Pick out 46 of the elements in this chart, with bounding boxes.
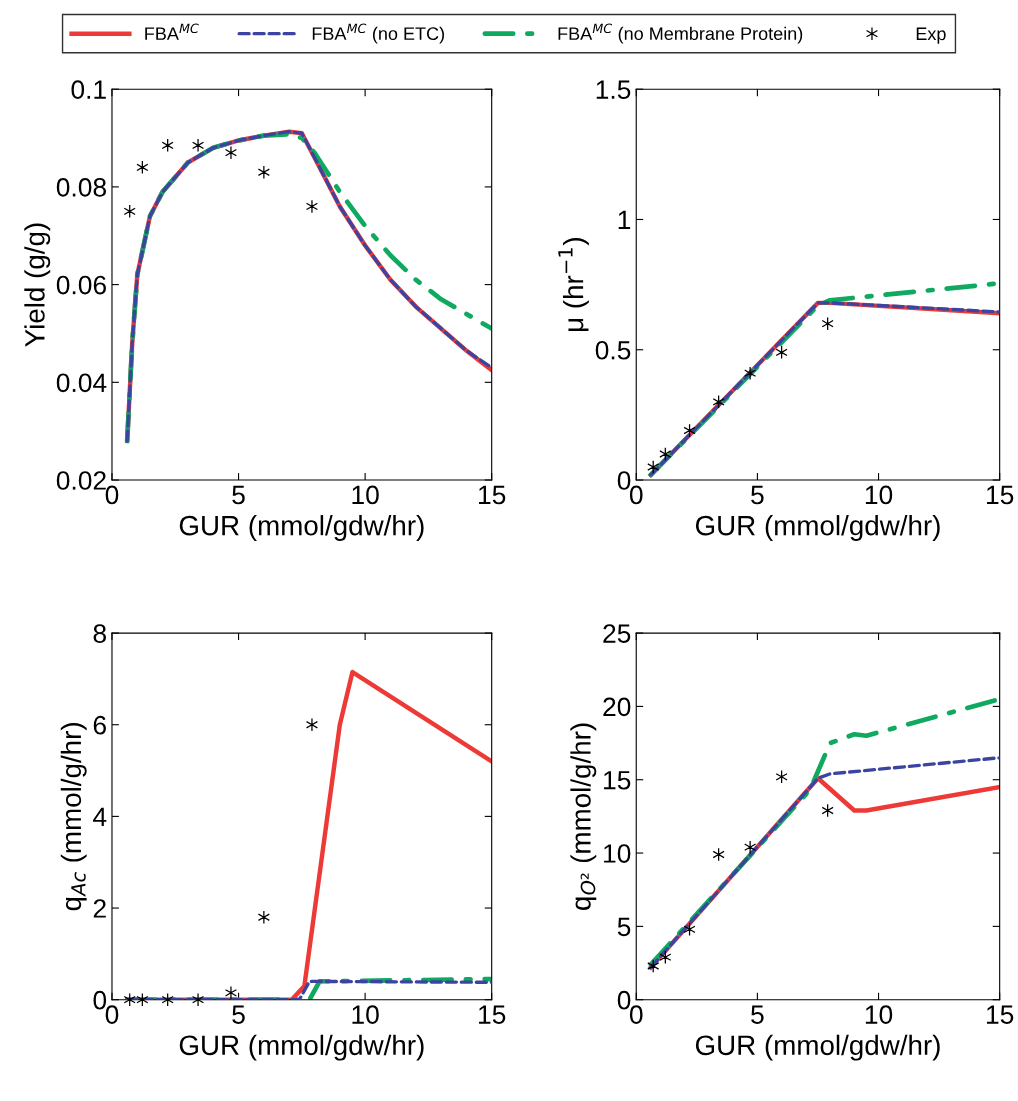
x-tick-label: 15 xyxy=(479,485,506,505)
y-tick-label: 0.5 xyxy=(595,340,631,360)
y-tick-label: 0.04 xyxy=(56,373,107,393)
y-axis-title: q$_{O²}$ (mmol/g/hr) xyxy=(570,723,597,910)
y-tick-label: 10 xyxy=(604,844,631,863)
x-tick-label: 15 xyxy=(987,1005,1014,1024)
y-tick-label: 2 xyxy=(93,899,106,918)
x-tick-label: 15 xyxy=(987,485,1014,505)
x-tick-label: 10 xyxy=(865,1005,893,1024)
x-axis-title: GUR (mmol/gdw/hr) xyxy=(179,515,424,541)
y-tick-label: 5 xyxy=(617,917,631,937)
y-tick-label: 0.08 xyxy=(56,178,106,197)
y-tick-label: 4 xyxy=(93,807,107,826)
y-tick-label: 0.1 xyxy=(71,80,106,99)
x-tick-label: 0 xyxy=(105,1005,119,1024)
legend-label: FBA$^{MC}$ (no ETC) xyxy=(312,23,444,44)
x-tick-label: 5 xyxy=(232,1005,245,1024)
y-tick-label: 6 xyxy=(93,715,106,735)
x-axis-title: GUR (mmol/gdw/hr) xyxy=(179,1034,424,1061)
y-axis-title: μ (hr$^{−1}$) xyxy=(558,238,589,332)
x-tick-label: 10 xyxy=(352,1005,379,1024)
y-tick-label: 15 xyxy=(604,771,631,790)
y-tick-label: 0 xyxy=(617,990,631,1010)
x-tick-label: 5 xyxy=(751,485,764,505)
y-tick-label: 20 xyxy=(603,697,631,717)
y-tick-label: 0 xyxy=(93,990,107,1010)
y-tick-label: 0 xyxy=(617,471,631,490)
x-tick-label: 10 xyxy=(352,485,379,505)
y-tick-label: 25 xyxy=(603,624,631,643)
x-tick-label: 15 xyxy=(479,1005,506,1024)
y-tick-label: 8 xyxy=(93,624,106,643)
y-axis-title: q$_{Ac}$ (mmol/g/hr) xyxy=(60,723,87,911)
y-tick-label: 1.5 xyxy=(596,80,631,99)
x-axis-title: GUR (mmol/gdw/hr) xyxy=(695,515,940,541)
legend-label: FBA$^{MC}$ xyxy=(145,23,199,40)
x-axis-title: GUR (mmol/gdw/hr) xyxy=(695,1034,940,1061)
x-tick-label: 10 xyxy=(865,485,893,505)
legend-label: Exp xyxy=(916,27,946,44)
y-tick-label: 0.06 xyxy=(56,275,106,295)
legend-label: FBA$^{MC}$ (no Membrane Protein) xyxy=(558,23,803,44)
x-tick-label: 0 xyxy=(629,1005,643,1024)
y-tick-label: 1 xyxy=(618,210,631,230)
y-tick-label: 0.02 xyxy=(56,471,106,490)
x-tick-label: 5 xyxy=(232,485,245,505)
y-axis-title: Yield (g/g) xyxy=(24,223,51,347)
x-tick-label: 5 xyxy=(751,1005,764,1024)
